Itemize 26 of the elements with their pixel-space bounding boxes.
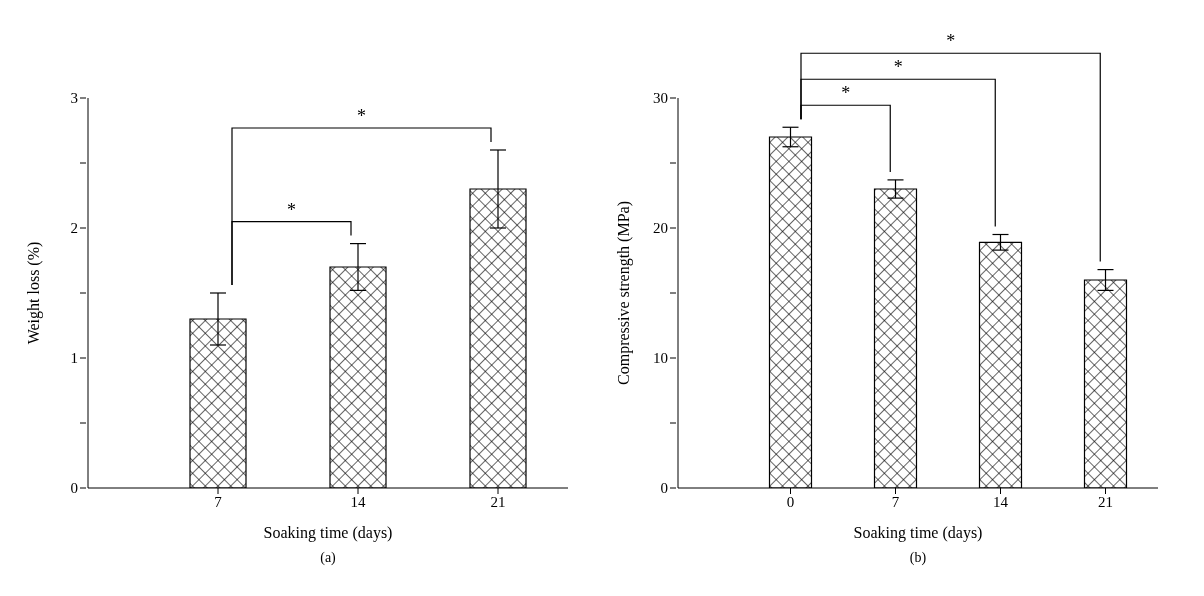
y-tick-label: 0 [70, 480, 78, 497]
text: * [893, 57, 903, 78]
y-axis-title: Compressive strength (MPa) [614, 201, 633, 385]
text: * [946, 31, 956, 52]
y-tick-label: 20 [653, 220, 668, 237]
y-tick-label: 0 [660, 480, 668, 497]
text: (a) [319, 550, 337, 566]
annotation: * [841, 83, 851, 104]
annotation: * [287, 199, 296, 220]
y-tick-label: 10 [653, 350, 668, 367]
x-tick-label: 0 [786, 493, 795, 510]
x-tick-label: 14 [350, 493, 366, 510]
x-tick-label: 21 [490, 493, 506, 510]
y-tick-label: 1 [70, 350, 78, 367]
x-tick-label: 21 [1098, 493, 1113, 510]
x-axis-title: Soaking time (days) [853, 524, 983, 542]
x-tick-label: 7 [214, 493, 223, 510]
text: (b) [908, 550, 928, 566]
annotation: * [357, 106, 366, 126]
x-axis-title: Soaking time (days) [263, 524, 393, 542]
x-tick-label: 7 [891, 493, 900, 510]
y-tick-label: 30 [653, 90, 668, 107]
x-tick-label: 14 [993, 493, 1009, 510]
y-axis-title: Weight loss (%) [24, 241, 43, 345]
y-tick-label: 2 [70, 220, 78, 237]
y-tick-label: 3 [70, 90, 78, 107]
